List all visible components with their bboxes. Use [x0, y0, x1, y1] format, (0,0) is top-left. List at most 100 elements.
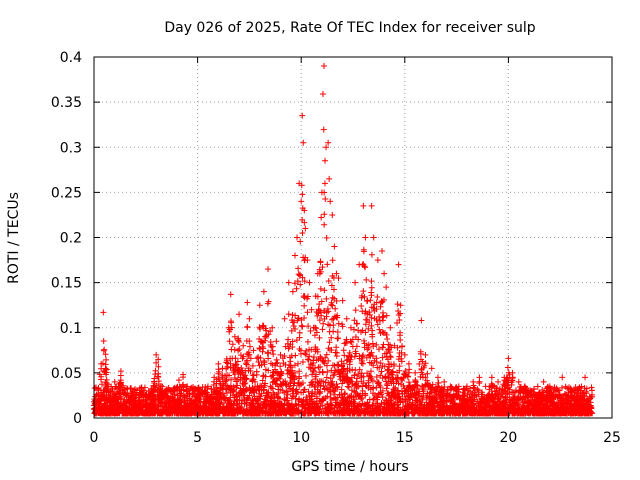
data-point: [365, 379, 372, 386]
data-point: [350, 326, 357, 333]
data-point: [296, 373, 303, 380]
data-point: [267, 328, 274, 335]
data-point: [311, 332, 318, 339]
data-point: [235, 335, 242, 342]
data-point: [318, 378, 325, 385]
data-point: [151, 378, 158, 385]
data-point: [346, 367, 353, 374]
data-point: [528, 390, 535, 397]
data-point: [296, 334, 303, 341]
data-point: [284, 391, 291, 398]
data-point: [319, 326, 326, 333]
data-point: [324, 305, 331, 312]
data-point: [282, 381, 289, 388]
data-point: [206, 399, 213, 406]
data-point: [227, 318, 234, 325]
data-point: [470, 384, 477, 391]
data-point: [102, 371, 109, 378]
data-point: [255, 358, 262, 365]
data-point: [567, 392, 574, 399]
data-point: [368, 360, 375, 367]
data-point: [426, 395, 433, 402]
data-point: [296, 368, 303, 375]
data-point: [399, 343, 406, 350]
data-point: [315, 306, 322, 313]
data-point: [192, 404, 199, 411]
data-point: [292, 312, 299, 319]
data-point: [345, 353, 352, 360]
data-point: [291, 319, 298, 326]
data-point: [490, 382, 497, 389]
data-point: [377, 372, 384, 379]
data-point: [510, 407, 517, 414]
data-point: [488, 388, 495, 395]
data-point: [215, 375, 222, 382]
data-point: [396, 317, 403, 324]
data-point: [419, 396, 426, 403]
data-point: [273, 356, 280, 363]
data-point: [254, 383, 261, 390]
data-point: [299, 323, 306, 330]
data-point: [100, 337, 107, 344]
data-point: [485, 409, 492, 416]
data-point: [299, 359, 306, 366]
data-point: [277, 386, 284, 393]
data-point: [516, 383, 523, 390]
data-point: [424, 370, 431, 377]
data-point: [392, 384, 399, 391]
data-point: [295, 360, 302, 367]
data-point: [380, 341, 387, 348]
grid-lines: [94, 57, 612, 418]
data-point: [246, 343, 253, 350]
data-point: [374, 364, 381, 371]
data-point: [372, 400, 379, 407]
data-point: [163, 389, 170, 396]
data-point: [344, 375, 351, 382]
data-point: [357, 392, 364, 399]
data-point: [297, 350, 304, 357]
data-point: [321, 287, 328, 294]
data-point: [523, 403, 530, 410]
data-point: [485, 397, 492, 404]
data-point: [384, 367, 391, 374]
data-point: [339, 410, 346, 417]
data-point: [256, 387, 263, 394]
data-point: [508, 381, 515, 388]
data-point: [244, 323, 251, 330]
data-point: [355, 371, 362, 378]
data-point: [219, 386, 226, 393]
data-point: [351, 317, 358, 324]
data-point: [217, 381, 224, 388]
data-point: [433, 388, 440, 395]
data-point: [227, 401, 234, 408]
data-point: [309, 400, 316, 407]
data-point: [316, 334, 323, 341]
data-point: [394, 391, 401, 398]
data-point: [328, 334, 335, 341]
data-point: [275, 370, 282, 377]
data-point: [264, 350, 271, 357]
data-point: [333, 344, 340, 351]
data-point: [171, 410, 178, 417]
data-point: [504, 384, 511, 391]
data-point: [323, 362, 330, 369]
data-point: [241, 376, 248, 383]
data-point: [368, 368, 375, 375]
data-point: [323, 313, 330, 320]
data-point: [404, 373, 411, 380]
data-point: [301, 314, 308, 321]
data-point: [278, 409, 285, 416]
data-point: [370, 304, 377, 311]
data-point: [343, 374, 350, 381]
data-point: [463, 403, 470, 410]
data-point: [337, 370, 344, 377]
data-point: [242, 409, 249, 416]
data-point: [343, 336, 350, 343]
data-point: [435, 380, 442, 387]
data-point: [302, 351, 309, 358]
data-point: [406, 393, 413, 400]
data-point: [250, 400, 257, 407]
data-point: [383, 404, 390, 411]
data-point: [416, 360, 423, 367]
